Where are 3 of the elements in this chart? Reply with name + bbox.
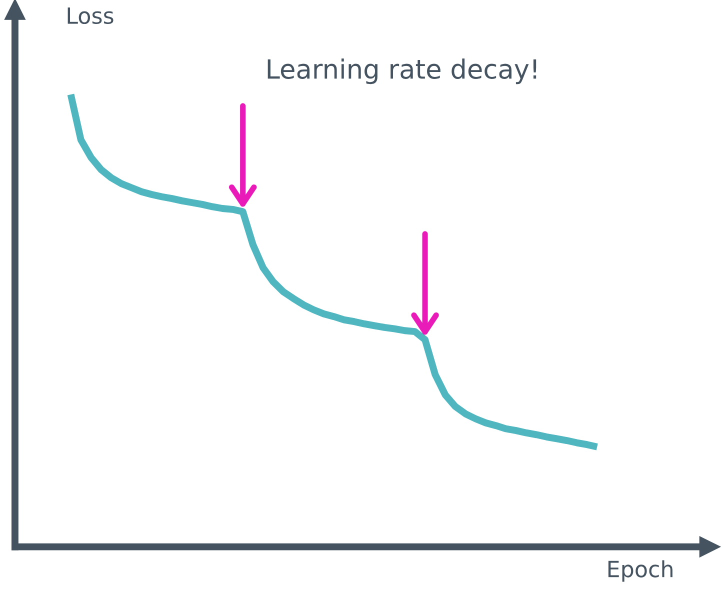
text: Learning rate decay! — [268, 58, 536, 84]
y-axis-title: Loss — [68, 8, 114, 24]
x-axis-title: Epoch — [608, 560, 672, 582]
